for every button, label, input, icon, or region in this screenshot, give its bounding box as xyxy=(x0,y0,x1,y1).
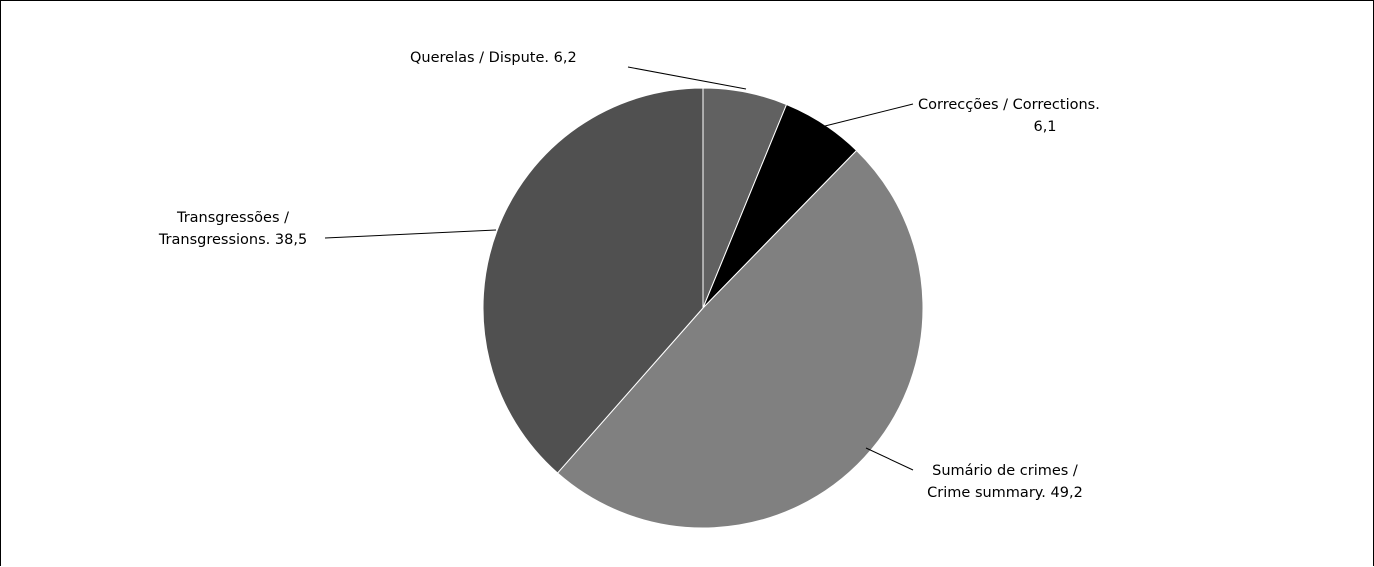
data-label-transgressoes-line1: Transgressões / xyxy=(176,210,289,226)
pie-slice-sumario xyxy=(556,149,924,529)
data-label-querelas: Querelas / Dispute. 6,2 xyxy=(410,50,577,66)
pie-slices xyxy=(482,87,924,529)
leader-line-correccoes xyxy=(820,103,914,128)
leader-line-transgressoes xyxy=(324,229,497,239)
leader-line-querelas xyxy=(627,66,747,90)
data-label-transgressoes-line2: Transgressions. 38,5 xyxy=(158,232,307,248)
data-label-sumario-line2: Crime summary. 49,2 xyxy=(927,485,1083,501)
pie-slice-transgressoes xyxy=(482,87,704,474)
data-label-correccoes-line1: Correcções / Corrections. xyxy=(918,97,1100,113)
leader-line-sumario xyxy=(865,447,914,471)
data-label-sumario-line1: Sumário de crimes / xyxy=(932,463,1078,479)
data-label-correccoes-line2: 6,1 xyxy=(1033,119,1056,135)
